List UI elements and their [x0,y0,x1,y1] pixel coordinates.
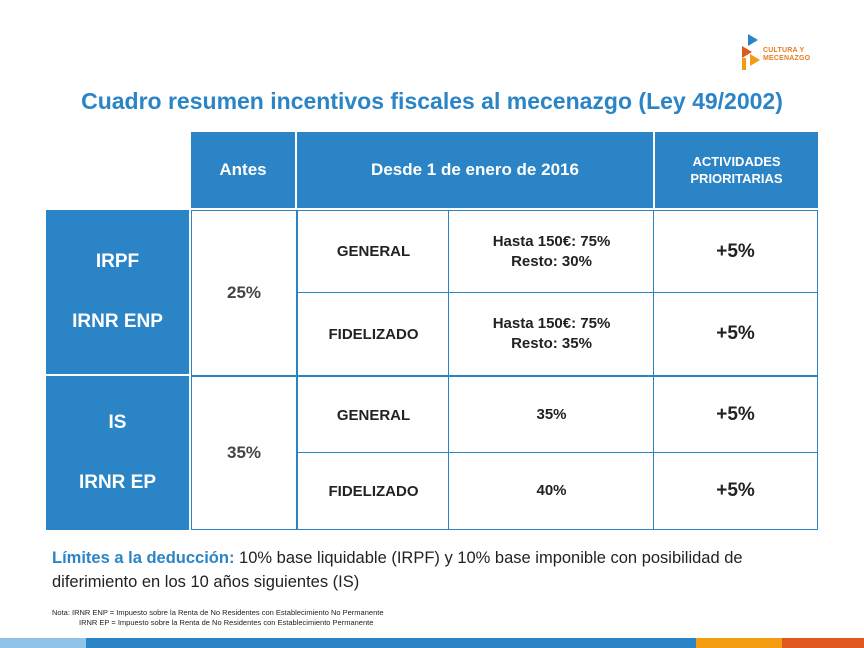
header-actividades-line1: ACTIVIDADES [692,154,781,169]
table-cell-rate: Hasta 150€: 75% Resto: 30% [448,210,655,293]
header-antes: Antes [191,132,295,208]
logo-line1: CULTURA Y [763,47,805,54]
logo-text: CULTURA Y MECENAZGO [763,47,810,63]
row-header-label: IRNR ENP [72,311,163,332]
logo-line2: MECENAZGO [763,55,811,62]
deduction-limits: Límites a la deducción: 10% base liquida… [52,546,832,594]
page-title: Cuadro resumen incentivos fiscales al me… [81,88,783,114]
header-desde: Desde 1 de enero de 2016 [297,132,653,208]
rate-line: Hasta 150€: 75% [492,232,611,250]
table-cell-extra: +5% [653,452,818,530]
footnote-line2: IRNR EP = Impuesto sobre la Renta de No … [79,618,374,627]
table-cell-type: GENERAL [297,376,450,454]
stripe-orange [696,638,782,648]
row-header-irpf: IRPF IRNR ENP [46,210,189,374]
deduction-limits-label: Límites a la deducción: [52,549,235,567]
stripe-light-blue [0,638,86,648]
rate-line: Resto: 35% [511,335,592,352]
antes-value: 25% [191,210,297,376]
table-cell-rate: Hasta 150€: 75% Resto: 35% [448,292,655,376]
header-actividades: ACTIVIDADES PRIORITARIAS [655,132,818,208]
table-cell-extra: +5% [653,292,818,376]
cultura-mecenazgo-logo: CULTURA Y MECENAZGO [740,32,820,74]
stripe-blue [86,638,696,648]
deduction-limits-text: 10% base liquidable (IRPF) y 10% base im… [52,549,743,591]
table-cell-type: FIDELIZADO [297,452,450,530]
antes-value: 35% [191,376,297,530]
row-header-label: IRPF [95,251,140,272]
stripe-red [782,638,864,648]
header-actividades-line2: PRIORITARIAS [690,171,783,186]
table-cell-rate: 40% [448,452,655,530]
table-cell-extra: +5% [653,376,818,454]
table-cell-extra: +5% [653,210,818,293]
row-header-label: IS [108,412,127,433]
footnote-line1: Nota: IRNR ENP = Impuesto sobre la Renta… [52,608,384,617]
table-cell-type: FIDELIZADO [297,292,450,376]
table-cell-type: GENERAL [297,210,450,293]
footnote: Nota: IRNR ENP = Impuesto sobre la Renta… [52,608,384,628]
incentives-table: Antes Desde 1 de enero de 2016 ACTIVIDAD… [46,132,818,530]
row-header-label: IRNR EP [78,472,157,493]
logo-mark-icon [742,34,760,70]
rate-line: Hasta 150€: 75% [492,315,611,332]
table-cell-rate: 35% [448,376,655,454]
row-header-is: IS IRNR EP [46,376,189,530]
rate-line: Resto: 30% [511,252,592,270]
